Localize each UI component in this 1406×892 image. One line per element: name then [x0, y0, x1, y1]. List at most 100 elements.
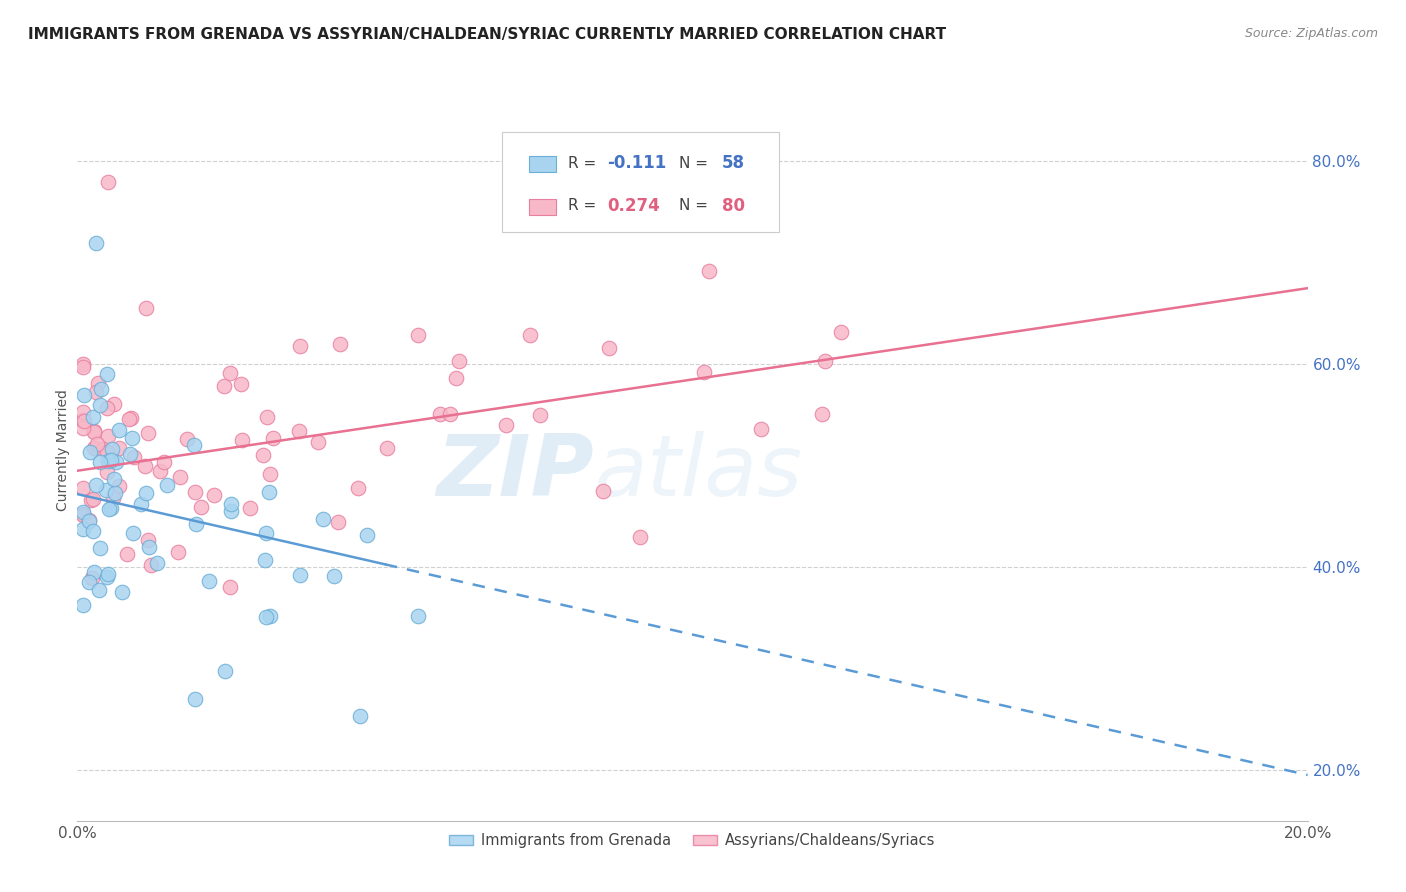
Point — [749, 422, 772, 436]
Point — [814, 353, 837, 368]
Point — [89, 398, 111, 412]
Point — [72, 359, 94, 374]
Point — [84, 478, 107, 492]
Point — [73, 414, 96, 428]
Point — [156, 477, 179, 491]
Point — [122, 450, 145, 464]
Point — [83, 566, 105, 580]
Point — [254, 526, 277, 541]
Point — [82, 409, 104, 424]
Point — [184, 516, 207, 531]
Point — [697, 263, 720, 277]
Point — [312, 511, 335, 525]
Point — [100, 501, 122, 516]
FancyBboxPatch shape — [529, 199, 555, 215]
Point — [72, 357, 94, 371]
Point — [72, 599, 94, 613]
Point — [406, 609, 429, 624]
Point — [118, 411, 141, 425]
Y-axis label: Currently Married: Currently Married — [56, 390, 70, 511]
Point — [117, 547, 139, 561]
Point — [97, 454, 120, 468]
Point — [107, 479, 129, 493]
Text: -0.111: -0.111 — [607, 154, 666, 172]
Point — [214, 379, 236, 393]
Point — [198, 574, 221, 588]
Point — [219, 504, 242, 518]
Point — [449, 354, 471, 368]
Point — [96, 401, 118, 415]
Text: 80: 80 — [723, 197, 745, 215]
Point — [256, 610, 278, 624]
Point — [86, 376, 108, 390]
Text: N =: N = — [679, 156, 713, 171]
Point — [121, 431, 143, 445]
Point — [82, 524, 104, 539]
Point — [108, 423, 131, 437]
Point — [256, 410, 278, 425]
Text: atlas: atlas — [595, 431, 801, 514]
Point — [135, 486, 157, 500]
Point — [83, 441, 105, 455]
Point — [89, 541, 111, 555]
Point — [146, 556, 169, 570]
Point — [72, 413, 94, 427]
Point — [98, 502, 121, 516]
Point — [290, 339, 312, 353]
Point — [107, 441, 129, 455]
Point — [96, 466, 118, 480]
Point — [184, 691, 207, 706]
Point — [592, 484, 614, 499]
Point — [72, 421, 94, 435]
Point — [139, 558, 162, 573]
Point — [149, 464, 172, 478]
Point — [519, 327, 541, 342]
Text: R =: R = — [568, 198, 602, 213]
Point — [103, 472, 125, 486]
Point — [82, 571, 104, 585]
FancyBboxPatch shape — [529, 156, 555, 172]
Point — [84, 235, 107, 250]
Point — [72, 522, 94, 536]
Point — [83, 425, 105, 439]
Point — [101, 491, 124, 505]
Point — [429, 408, 451, 422]
Point — [214, 664, 236, 678]
Point — [326, 515, 349, 529]
Point — [90, 382, 112, 396]
Point — [167, 545, 190, 559]
Point — [262, 431, 284, 445]
Point — [176, 432, 198, 446]
Point — [259, 608, 281, 623]
Text: 0.274: 0.274 — [607, 197, 661, 215]
Point — [136, 533, 159, 547]
Point — [598, 341, 620, 355]
Point — [72, 405, 94, 419]
Point — [94, 483, 117, 497]
Point — [96, 445, 118, 459]
Point — [103, 397, 125, 411]
Text: R =: R = — [568, 156, 602, 171]
Point — [96, 368, 118, 382]
Point — [218, 580, 240, 594]
Point — [72, 505, 94, 519]
Point — [231, 434, 253, 448]
Point — [135, 301, 157, 315]
Point — [136, 425, 159, 440]
Text: 58: 58 — [723, 154, 745, 172]
Text: Source: ZipAtlas.com: Source: ZipAtlas.com — [1244, 27, 1378, 40]
Point — [77, 514, 100, 528]
Point — [84, 384, 107, 399]
Point — [138, 540, 160, 554]
Point — [77, 513, 100, 527]
Point — [259, 467, 281, 482]
Point — [349, 709, 371, 723]
Point — [134, 459, 156, 474]
FancyBboxPatch shape — [502, 132, 779, 232]
Point — [72, 507, 94, 521]
Point — [811, 407, 834, 421]
Point — [120, 411, 142, 425]
Point — [97, 566, 120, 581]
Point — [252, 448, 274, 462]
Point — [529, 408, 551, 422]
